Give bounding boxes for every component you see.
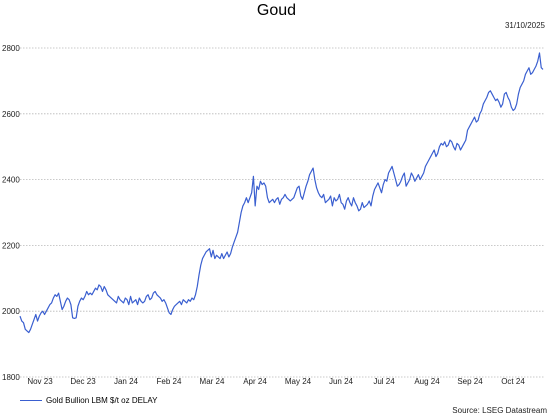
y-axis-ticks: 1800 2000 2200 2400 2600 2800: [2, 44, 20, 382]
x-tick-label: Dec 23: [70, 377, 96, 386]
y-tick-label: 1800: [2, 373, 20, 382]
source-label: Source: LSEG Datastream: [452, 406, 547, 415]
x-tick-label: Jan 24: [114, 377, 139, 386]
date-label: 31/10/2025: [504, 21, 545, 30]
chart-title: Goud: [256, 2, 297, 19]
legend-swatch: [20, 400, 42, 401]
x-tick-label: Sep 24: [457, 377, 483, 386]
grid-lines: [20, 47, 545, 378]
x-tick-label: Feb 24: [157, 377, 182, 386]
x-tick-label: Mar 24: [200, 377, 225, 386]
x-tick-label: Jun 24: [329, 377, 354, 386]
y-tick-label: 2800: [2, 44, 20, 53]
x-tick-label: Apr 24: [243, 377, 267, 386]
y-tick-label: 2200: [2, 241, 20, 250]
legend: Gold Bullion LBM $/t oz DELAY: [20, 396, 157, 405]
x-tick-label: Nov 23: [27, 377, 53, 386]
series-line: [19, 52, 544, 334]
y-tick-label: 2600: [2, 110, 20, 119]
x-tick-label: May 24: [285, 377, 312, 386]
legend-label: Gold Bullion LBM $/t oz DELAY: [46, 396, 158, 405]
y-tick-label: 2400: [2, 176, 20, 185]
x-axis-ticks: Nov 23 Dec 23 Jan 24 Feb 24 Mar 24 Apr 24 May …: [27, 377, 525, 386]
y-tick-label: 2000: [2, 307, 20, 316]
x-tick-label: Jul 24: [373, 377, 395, 386]
x-tick-label: Oct 24: [501, 377, 525, 386]
x-tick-label: Aug 24: [414, 377, 440, 386]
